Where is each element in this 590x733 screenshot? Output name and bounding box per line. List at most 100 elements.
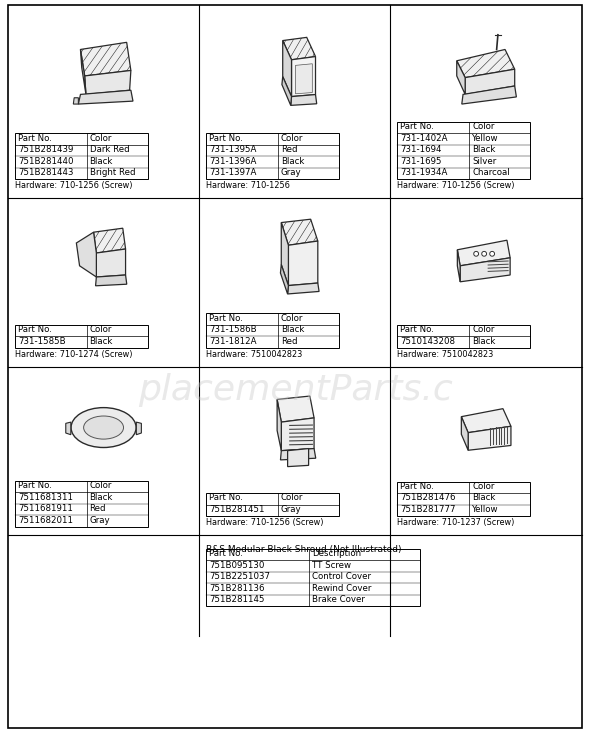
Ellipse shape <box>71 408 136 448</box>
Text: Part No.: Part No. <box>400 482 434 491</box>
Polygon shape <box>281 418 314 451</box>
Polygon shape <box>457 250 460 281</box>
Text: Part No.: Part No. <box>400 325 434 334</box>
Text: Black: Black <box>281 325 304 334</box>
Text: 731-1586B: 731-1586B <box>209 325 257 334</box>
Text: 7510143208: 7510143208 <box>400 336 455 345</box>
Text: 731-1694: 731-1694 <box>400 145 442 154</box>
Polygon shape <box>296 64 312 94</box>
Polygon shape <box>73 97 78 104</box>
Polygon shape <box>461 409 511 432</box>
Polygon shape <box>468 427 511 450</box>
Text: Color: Color <box>281 314 303 323</box>
Text: Control Cover: Control Cover <box>312 572 371 581</box>
Text: 731-1934A: 731-1934A <box>400 168 448 177</box>
Text: TT Screw: TT Screw <box>312 561 351 570</box>
Text: Hardware: 710-1237 (Screw): Hardware: 710-1237 (Screw) <box>397 518 514 527</box>
Polygon shape <box>465 69 514 95</box>
Text: Part No.: Part No. <box>209 550 243 559</box>
Text: Black: Black <box>281 157 304 166</box>
Text: 751B281440: 751B281440 <box>18 157 74 166</box>
Text: 731-1695: 731-1695 <box>400 157 442 166</box>
Polygon shape <box>283 37 316 60</box>
Polygon shape <box>282 76 291 106</box>
Text: 751B281439: 751B281439 <box>18 145 73 154</box>
Text: Part No.: Part No. <box>209 314 243 323</box>
Polygon shape <box>96 275 127 286</box>
Polygon shape <box>460 258 510 281</box>
Polygon shape <box>65 422 71 435</box>
Text: 7511681911: 7511681911 <box>18 504 73 513</box>
Polygon shape <box>291 95 317 106</box>
Text: Description: Description <box>312 550 361 559</box>
Polygon shape <box>291 56 316 97</box>
Text: Color: Color <box>90 482 112 490</box>
Text: Part No.: Part No. <box>18 133 52 142</box>
Polygon shape <box>80 49 86 95</box>
Text: 731-1812A: 731-1812A <box>209 336 257 345</box>
Text: Silver: Silver <box>472 157 496 166</box>
Text: Color: Color <box>90 133 112 142</box>
Polygon shape <box>80 43 131 76</box>
Text: Black: Black <box>472 493 496 502</box>
Text: 731-1397A: 731-1397A <box>209 168 257 177</box>
Polygon shape <box>457 61 465 95</box>
Text: Black: Black <box>90 336 113 345</box>
Text: Rewind Cover: Rewind Cover <box>312 584 371 593</box>
Polygon shape <box>283 40 291 97</box>
Text: Red: Red <box>281 336 297 345</box>
Text: Black: Black <box>472 145 496 154</box>
Polygon shape <box>280 265 289 294</box>
Circle shape <box>474 251 478 257</box>
Text: Hardware: 7510042823: Hardware: 7510042823 <box>397 350 493 358</box>
Polygon shape <box>289 241 318 286</box>
Polygon shape <box>457 240 510 266</box>
Text: Hardware: 710-1256 (Screw): Hardware: 710-1256 (Screw) <box>206 518 324 527</box>
Text: 751B281777: 751B281777 <box>400 505 456 514</box>
Polygon shape <box>76 232 96 277</box>
Polygon shape <box>78 90 133 104</box>
Polygon shape <box>94 228 126 253</box>
Polygon shape <box>287 449 309 467</box>
Text: Part No.: Part No. <box>400 122 434 131</box>
Polygon shape <box>281 219 318 246</box>
Text: Color: Color <box>281 133 303 142</box>
Polygon shape <box>280 449 316 460</box>
Text: placementParts.c: placementParts.c <box>137 373 453 407</box>
Text: Color: Color <box>472 482 494 491</box>
Text: B&S Modular Black Shroud (Not Illustrated): B&S Modular Black Shroud (Not Illustrate… <box>206 545 402 554</box>
Text: Gray: Gray <box>90 516 110 525</box>
Text: Black: Black <box>472 336 496 345</box>
Text: Hardware: 710-1256 (Screw): Hardware: 710-1256 (Screw) <box>15 181 133 190</box>
Text: Hardware: 710-1256: Hardware: 710-1256 <box>206 181 290 190</box>
Polygon shape <box>277 399 281 451</box>
Text: 751B095130: 751B095130 <box>209 561 264 570</box>
Text: 731-1395A: 731-1395A <box>209 145 257 154</box>
Polygon shape <box>461 416 468 450</box>
Text: 751B281476: 751B281476 <box>400 493 456 502</box>
Polygon shape <box>287 283 319 294</box>
Text: Yellow: Yellow <box>472 133 499 142</box>
Text: Part No.: Part No. <box>18 482 52 490</box>
Text: Part No.: Part No. <box>209 133 243 142</box>
Text: Color: Color <box>472 122 494 131</box>
Text: 731-1396A: 731-1396A <box>209 157 257 166</box>
Text: Color: Color <box>281 493 303 502</box>
Text: 7511682011: 7511682011 <box>18 516 73 525</box>
Text: 751B281136: 751B281136 <box>209 584 265 593</box>
Polygon shape <box>277 396 314 422</box>
Text: Part No.: Part No. <box>209 493 243 502</box>
Text: Hardware: 710-1256 (Screw): Hardware: 710-1256 (Screw) <box>397 181 515 190</box>
Text: 751B2251037: 751B2251037 <box>209 572 270 581</box>
Text: Hardware: 7510042823: Hardware: 7510042823 <box>206 350 303 358</box>
Text: Bright Red: Bright Red <box>90 168 135 177</box>
Text: 731-1585B: 731-1585B <box>18 336 65 345</box>
Polygon shape <box>96 249 126 277</box>
Text: Yellow: Yellow <box>472 505 499 514</box>
Polygon shape <box>85 70 131 95</box>
Text: Brake Cover: Brake Cover <box>312 595 365 605</box>
Text: Color: Color <box>472 325 494 334</box>
Text: 731-1402A: 731-1402A <box>400 133 448 142</box>
Polygon shape <box>462 86 516 104</box>
Polygon shape <box>136 422 142 435</box>
